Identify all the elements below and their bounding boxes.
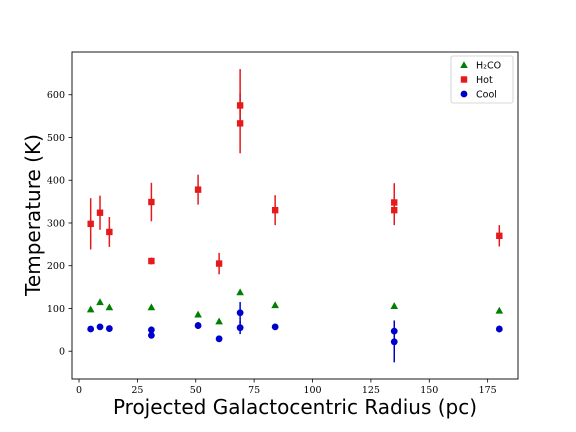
data-point	[236, 324, 244, 332]
series-square	[87, 69, 503, 275]
y-tick-label: 300	[47, 218, 65, 229]
axes-frame	[71, 51, 519, 380]
data-point	[215, 335, 223, 343]
y-tick-label: 0	[59, 347, 65, 358]
data-point	[215, 317, 223, 325]
data-point	[194, 186, 202, 193]
data-point	[96, 298, 104, 306]
data-point	[495, 325, 503, 333]
data-point	[86, 305, 95, 313]
x-tick-label: 50	[190, 385, 202, 396]
data-point	[147, 332, 155, 339]
x-tick-label: 175	[479, 385, 497, 396]
data-point	[105, 303, 114, 311]
data-point	[236, 120, 244, 127]
x-tick-label: 125	[362, 385, 380, 396]
data-point	[148, 257, 155, 265]
data-point	[271, 206, 279, 214]
y-tick-label: 200	[47, 261, 65, 272]
data-point	[105, 325, 113, 332]
data-point	[390, 302, 399, 309]
data-point	[194, 322, 202, 329]
legend-label: Hot	[476, 75, 493, 86]
data-point	[147, 326, 155, 334]
tick-marks: 0 25 50 75 100 125 150 175 0 100 200 300 400 500 600	[47, 90, 497, 396]
y-axis-label: Temperature (K)	[21, 134, 45, 297]
series-triangle	[86, 288, 504, 325]
data-point	[495, 306, 504, 314]
data-point	[106, 228, 113, 236]
legend: H₂CO Hot Cool	[450, 55, 514, 104]
legend-marker	[460, 61, 468, 69]
data-point	[496, 232, 503, 240]
data-point	[271, 301, 279, 309]
plot-area	[86, 69, 504, 363]
data-point	[390, 338, 398, 346]
data-point	[391, 206, 398, 214]
x-tick-label: 100	[303, 385, 321, 396]
data-point	[236, 288, 244, 296]
data-point	[148, 198, 155, 206]
data-point	[215, 260, 223, 267]
data-point	[87, 325, 95, 333]
data-point	[96, 209, 104, 216]
legend-label: H₂CO	[476, 61, 501, 72]
series-circle	[87, 302, 503, 363]
data-point	[147, 303, 156, 311]
x-axis-label: Projected Galactocentric Radius (pc)	[113, 395, 477, 419]
data-point	[236, 309, 244, 317]
y-tick-label: 100	[47, 304, 65, 315]
x-tick-label: 150	[420, 385, 438, 396]
data-point	[87, 220, 94, 228]
y-tick-label: 600	[47, 90, 65, 101]
data-point	[271, 323, 279, 331]
y-tick-label: 400	[47, 176, 65, 187]
x-tick-label: 75	[248, 385, 260, 396]
legend-marker	[460, 90, 468, 98]
data-point	[96, 323, 104, 331]
x-tick-label: 0	[76, 385, 82, 396]
y-tick-label: 500	[47, 133, 65, 144]
legend-label: Cool	[476, 90, 497, 101]
legend-marker	[460, 76, 468, 83]
data-point	[194, 310, 202, 318]
x-tick-label: 25	[131, 385, 143, 396]
